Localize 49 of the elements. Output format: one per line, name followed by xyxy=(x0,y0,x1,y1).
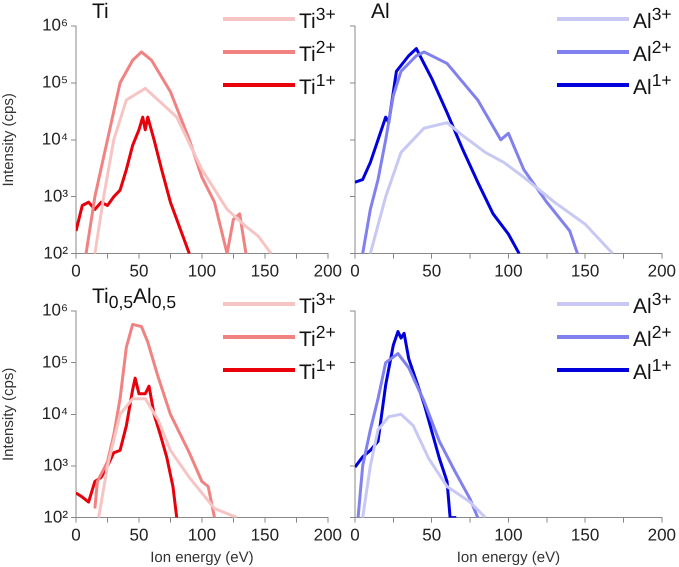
y-tick-label: 10⁶ xyxy=(42,16,68,35)
x-tick-label: 50 xyxy=(129,261,148,280)
x-tick-label: 100 xyxy=(494,261,523,280)
chart-title: Ti$_{0,5}$Al$_{0,5}$ xyxy=(92,285,176,314)
x-tick-label: 100 xyxy=(188,525,216,544)
y-tick-label: 10² xyxy=(43,243,68,262)
y-tick-label: 10³ xyxy=(43,456,68,475)
legend-label: Ti$^{1+}$ xyxy=(299,70,337,100)
x-tick-label: 0 xyxy=(350,525,360,544)
legend-label: Al$^{2+}$ xyxy=(633,36,673,66)
x-tick-label: 50 xyxy=(422,525,442,544)
x-tick-label: 0 xyxy=(71,261,81,280)
y-tick-label: 10⁴ xyxy=(42,129,68,148)
y-tick-label: 10⁵ xyxy=(42,72,68,92)
x-tick-label: 150 xyxy=(250,261,280,280)
y-tick-label: 10⁶ xyxy=(42,300,68,320)
chart-title: Al xyxy=(371,0,390,24)
legend-label: Al$^{1+}$ xyxy=(633,354,673,384)
x-tick-label: 100 xyxy=(494,525,523,544)
x-tick-label: 200 xyxy=(648,525,676,544)
legend-label: Ti$^{3+}$ xyxy=(299,288,337,318)
x-tick-label: 200 xyxy=(314,261,342,280)
legend-label: Al$^{1+}$ xyxy=(633,70,673,100)
x-axis-title: Ion energy (eV) xyxy=(150,549,254,566)
legend-label: Ti$^{3+}$ xyxy=(299,4,337,34)
y-tick-label: 10³ xyxy=(43,186,68,206)
x-tick-label: 100 xyxy=(188,261,216,280)
legend-label: Al$^{2+}$ xyxy=(633,322,673,352)
y-tick-label: 10⁴ xyxy=(42,404,68,423)
x-tick-label: 0 xyxy=(350,261,360,280)
legend-label: Ti$^{1+}$ xyxy=(299,354,337,384)
x-tick-label: 150 xyxy=(250,525,280,544)
legend-label: Al$^{3+}$ xyxy=(633,288,673,318)
legend-label: Al$^{3+}$ xyxy=(633,4,673,34)
x-tick-label: 0 xyxy=(71,525,81,544)
y-tick-label: 10² xyxy=(43,507,68,526)
x-tick-label: 50 xyxy=(129,525,148,544)
y-axis-title: Intensity (cps) xyxy=(0,368,18,461)
y-tick-label: 10⁵ xyxy=(42,352,68,372)
x-tick-label: 50 xyxy=(422,261,442,280)
legend-label: Ti$^{2+}$ xyxy=(299,322,337,352)
x-tick-label: 200 xyxy=(314,525,342,544)
legend-label: Ti$^{2+}$ xyxy=(299,36,337,66)
x-tick-label: 200 xyxy=(648,261,676,280)
x-tick-label: 150 xyxy=(570,525,600,544)
y-axis-title: Intensity (cps) xyxy=(0,93,18,186)
x-tick-label: 150 xyxy=(570,261,600,280)
x-axis-title: Ion energy (eV) xyxy=(456,549,560,566)
chart-title: Ti xyxy=(92,0,109,24)
